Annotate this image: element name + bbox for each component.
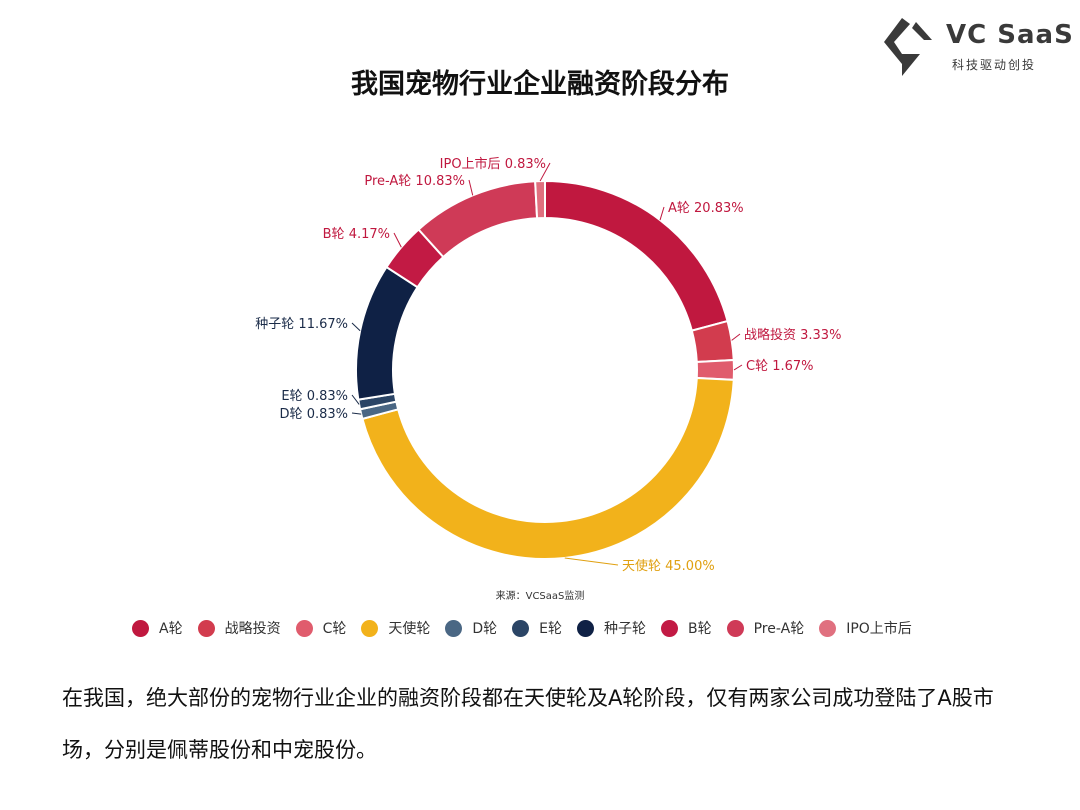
vcsaas-logo-icon <box>884 18 932 76</box>
legend-label: A轮 <box>159 621 183 637</box>
data-label-3: 天使轮 45.00% <box>622 558 715 574</box>
legend-label: 种子轮 <box>604 621 646 637</box>
chart-title: 我国宠物行业企业融资阶段分布 <box>351 69 729 100</box>
chart-legend: A轮 战略投资 C轮 天使轮 D轮 E轮 种子轮 B轮 Pre-A轮 IPO上市后 <box>132 618 927 638</box>
leader-line-9 <box>539 162 551 182</box>
leader-line-5 <box>351 394 360 405</box>
data-label-1: 战略投资 3.33% <box>744 327 841 343</box>
leader-line-6 <box>351 322 361 332</box>
legend-item-9: IPO上市后 <box>819 618 912 638</box>
data-label-9: IPO上市后 0.83% <box>440 156 546 172</box>
legend-label: E轮 <box>539 621 562 637</box>
legend-item-0: A轮 <box>132 618 183 638</box>
slice-8 <box>417 180 539 259</box>
slice-6 <box>355 265 419 401</box>
leader-line-2 <box>733 364 743 371</box>
data-label-4: D轮 0.83% <box>280 407 348 422</box>
legend-item-2: C轮 <box>295 618 347 638</box>
donut-chart: A轮 20.83% 战略投资 3.33% C轮 1.67% 天使轮 45.00% D轮 … <box>255 156 841 574</box>
legend-marker <box>819 619 837 637</box>
slice-2 <box>695 359 735 381</box>
leader-line-8 <box>468 179 474 196</box>
leader-line-3 <box>564 557 619 566</box>
legend-item-6: 种子轮 <box>577 618 646 638</box>
legend-marker <box>361 619 379 637</box>
legend-marker <box>132 619 149 637</box>
legend-label: C轮 <box>322 621 347 637</box>
slice-9 <box>534 179 546 220</box>
legend-label: D轮 <box>472 621 498 637</box>
vcsaas-logo: VC SaaS 科技驱动创投 <box>880 14 1073 84</box>
legend-marker <box>726 619 744 637</box>
logo-subtext: 科技驱动创投 <box>952 58 1037 72</box>
legend-marker <box>661 619 678 637</box>
legend-item-8: Pre-A轮 <box>726 618 805 638</box>
legend-item-5: E轮 <box>512 618 562 638</box>
legend-marker <box>512 619 530 637</box>
data-label-0: A轮 20.83% <box>668 201 744 216</box>
legend-item-7: B轮 <box>661 618 712 638</box>
leader-line-1 <box>731 333 741 341</box>
legend-marker <box>577 619 594 637</box>
leader-line-4 <box>351 412 362 415</box>
legend-marker <box>295 619 313 637</box>
body-paragraph: 在我国，绝大部份的宠物行业企业的融资阶段都在天使轮及A轮阶段，仅有两家公司成功登… <box>62 686 994 762</box>
legend-marker <box>445 619 463 637</box>
legend-item-1: 战略投资 <box>197 618 281 638</box>
legend-label: Pre-A轮 <box>753 621 805 637</box>
legend-label: 天使轮 <box>388 621 431 637</box>
legend-label: 战略投资 <box>224 621 281 637</box>
data-label-5: E轮 0.83% <box>281 389 348 404</box>
data-label-6: 种子轮 11.67% <box>255 317 348 332</box>
data-label-7: B轮 4.17% <box>323 227 390 242</box>
source-note: 来源：VCSaaS监测 <box>495 591 585 602</box>
data-label-8: Pre-A轮 10.83% <box>364 174 465 189</box>
legend-item-4: D轮 <box>445 618 497 638</box>
legend-label: B轮 <box>688 621 712 637</box>
data-label-2: C轮 1.67% <box>746 359 814 374</box>
legend-label: IPO上市后 <box>846 621 912 637</box>
legend-item-3: 天使轮 <box>361 618 430 638</box>
logo-text: VC SaaS <box>946 20 1074 50</box>
legend-marker <box>197 619 215 637</box>
leader-line-7 <box>393 232 402 248</box>
slice-3 <box>361 376 735 560</box>
leader-line-0 <box>659 206 665 221</box>
